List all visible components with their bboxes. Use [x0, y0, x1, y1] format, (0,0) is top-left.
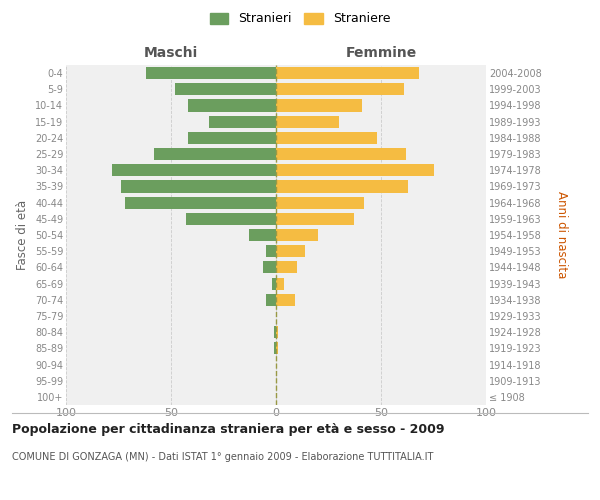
Bar: [276, 326, 278, 338]
Bar: [274, 342, 276, 354]
Y-axis label: Fasce di età: Fasce di età: [16, 200, 29, 270]
Bar: [276, 180, 408, 192]
Bar: [276, 164, 433, 176]
Bar: [175, 83, 276, 96]
Bar: [276, 196, 364, 208]
Bar: [276, 83, 404, 96]
Bar: [276, 294, 295, 306]
Bar: [209, 116, 276, 128]
Text: Popolazione per cittadinanza straniera per età e sesso - 2009: Popolazione per cittadinanza straniera p…: [12, 422, 445, 436]
Bar: [276, 229, 318, 241]
Text: COMUNE DI GONZAGA (MN) - Dati ISTAT 1° gennaio 2009 - Elaborazione TUTTITALIA.IT: COMUNE DI GONZAGA (MN) - Dati ISTAT 1° g…: [12, 452, 433, 462]
Y-axis label: Anni di nascita: Anni di nascita: [556, 192, 568, 278]
Bar: [188, 100, 276, 112]
Bar: [188, 132, 276, 144]
Bar: [121, 180, 276, 192]
Bar: [276, 100, 362, 112]
Bar: [276, 67, 419, 79]
Bar: [125, 196, 276, 208]
Bar: [276, 262, 297, 274]
Bar: [276, 245, 305, 258]
Bar: [263, 262, 276, 274]
Bar: [276, 342, 278, 354]
Bar: [249, 229, 276, 241]
Bar: [265, 245, 276, 258]
Bar: [146, 67, 276, 79]
Bar: [272, 278, 276, 289]
Bar: [276, 132, 377, 144]
Bar: [186, 212, 276, 225]
Bar: [274, 326, 276, 338]
Bar: [112, 164, 276, 176]
Bar: [276, 278, 284, 289]
Bar: [154, 148, 276, 160]
Bar: [276, 148, 406, 160]
Bar: [276, 212, 354, 225]
Bar: [276, 116, 339, 128]
Bar: [265, 294, 276, 306]
Legend: Stranieri, Straniere: Stranieri, Straniere: [206, 8, 394, 29]
Text: Maschi: Maschi: [144, 46, 198, 60]
Text: Femmine: Femmine: [346, 46, 416, 60]
